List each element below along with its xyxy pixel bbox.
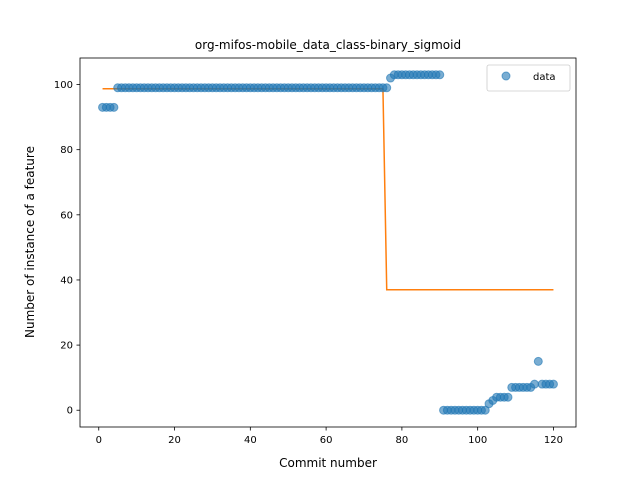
x-tick-label: 80 — [396, 435, 409, 446]
y-tick-label: 40 — [60, 275, 73, 286]
legend-marker-data — [501, 71, 511, 81]
x-tick-label: 120 — [544, 435, 563, 446]
legend-box — [486, 64, 571, 92]
chart-marks — [98, 70, 558, 415]
x-tick-label: 20 — [168, 435, 181, 446]
chart-title: org-mifos-mobile_data_class-binary_sigmo… — [195, 38, 461, 52]
y-axis: 0 20 40 60 80 100 — [54, 80, 80, 417]
x-tick-label: 100 — [468, 435, 487, 446]
y-tick-label: 0 — [67, 406, 73, 417]
y-tick-label: 20 — [60, 341, 73, 352]
data-point — [503, 392, 513, 402]
x-tick-label: 60 — [320, 435, 333, 446]
legend: data — [486, 64, 571, 92]
y-axis-label: Number of instance of a feature — [23, 146, 37, 338]
data-point — [533, 356, 543, 366]
y-tick-label: 80 — [60, 145, 73, 156]
x-tick-label: 40 — [244, 435, 257, 446]
data-point — [109, 102, 119, 112]
data-point — [435, 70, 445, 80]
x-axis-label: Commit number — [279, 456, 377, 470]
plot-frame — [79, 57, 577, 428]
plot-background — [80, 58, 576, 427]
data-point — [548, 379, 558, 389]
legend-label-data: data — [533, 72, 556, 83]
x-axis: 0 20 40 60 80 100 120 — [96, 427, 563, 446]
y-tick-label: 60 — [60, 210, 73, 221]
data-point — [382, 83, 392, 93]
data-point — [480, 405, 490, 415]
x-tick-label: 0 — [96, 435, 102, 446]
y-tick-label: 100 — [54, 80, 73, 91]
data-point — [530, 379, 540, 389]
